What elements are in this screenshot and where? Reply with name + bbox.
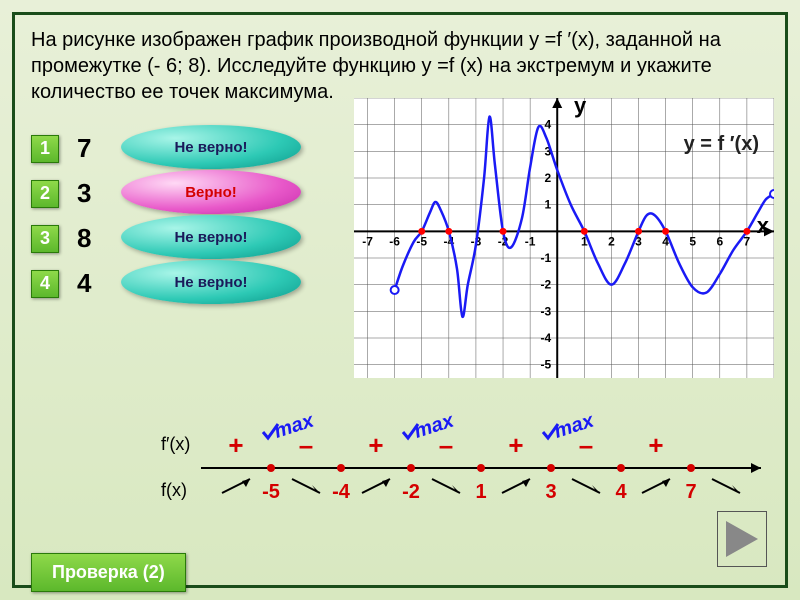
answer-button-4[interactable]: 4 (31, 270, 59, 298)
svg-text:-4: -4 (332, 481, 351, 503)
answer-value: 7 (77, 133, 107, 164)
next-arrow-icon (726, 521, 758, 557)
sign-line-diagram: f′(x)f(x)+–+–+–+-5-4-21347maxmaxmax (151, 413, 771, 523)
answer-row: 2 3 Верно! (31, 178, 361, 209)
slide-frame: На рисунке изображен график производной … (12, 12, 788, 588)
svg-text:5: 5 (689, 234, 696, 248)
answers-column: 1 7 Не верно! 2 3 Верно! 3 8 Не верно! 4… (31, 133, 361, 313)
answer-value: 8 (77, 223, 107, 254)
svg-text:-6: -6 (389, 234, 400, 248)
function-label: y = f ′(x) (684, 133, 759, 156)
svg-text:-4: -4 (541, 331, 552, 345)
content-area: 1 7 Не верно! 2 3 Верно! 3 8 Не верно! 4… (31, 113, 769, 553)
svg-text:-5: -5 (262, 481, 280, 503)
svg-text:1: 1 (475, 481, 486, 503)
svg-text:-2: -2 (541, 278, 552, 292)
svg-text:2: 2 (608, 234, 615, 248)
feedback-bubble: Не верно! (121, 260, 301, 304)
svg-text:7: 7 (685, 481, 696, 503)
answer-button-3[interactable]: 3 (31, 225, 59, 253)
svg-text:4: 4 (615, 481, 627, 503)
answer-value: 4 (77, 268, 107, 299)
svg-text:6: 6 (716, 234, 723, 248)
svg-text:+: + (228, 430, 243, 460)
svg-text:f(x): f(x) (161, 480, 187, 500)
svg-text:-7: -7 (362, 234, 373, 248)
svg-text:-1: -1 (541, 251, 552, 265)
svg-text:2: 2 (545, 171, 552, 185)
svg-text:+: + (648, 430, 663, 460)
answer-value: 3 (77, 178, 107, 209)
svg-text:-2: -2 (402, 481, 420, 503)
svg-text:+: + (368, 430, 383, 460)
svg-text:+: + (508, 430, 523, 460)
question-text: На рисунке изображен график производной … (31, 27, 769, 105)
feedback-bubble: Верно! (121, 170, 301, 214)
svg-text:1: 1 (545, 198, 552, 212)
answer-row: 3 8 Не верно! (31, 223, 361, 254)
answer-row: 4 4 Не верно! (31, 268, 361, 299)
feedback-bubble: Не верно! (121, 125, 301, 169)
answer-button-2[interactable]: 2 (31, 180, 59, 208)
next-button[interactable] (717, 511, 767, 567)
feedback-bubble: Не верно! (121, 215, 301, 259)
svg-text:-3: -3 (541, 304, 552, 318)
signline-svg: f′(x)f(x)+–+–+–+-5-4-21347maxmaxmax (151, 413, 771, 523)
svg-text:f′(x): f′(x) (161, 434, 190, 454)
svg-text:-1: -1 (525, 234, 536, 248)
svg-text:4: 4 (545, 118, 552, 132)
svg-text:3: 3 (545, 481, 556, 503)
svg-text:-5: -5 (541, 358, 552, 372)
x-axis-label: x (757, 213, 769, 239)
y-axis-label: y (574, 93, 586, 119)
answer-row: 1 7 Не верно! (31, 133, 361, 164)
check-button[interactable]: Проверка (2) (31, 553, 186, 592)
derivative-graph: -7-6-5-4-3-2-11234567-5-4-3-2-11234 y x … (354, 98, 774, 378)
answer-button-1[interactable]: 1 (31, 135, 59, 163)
